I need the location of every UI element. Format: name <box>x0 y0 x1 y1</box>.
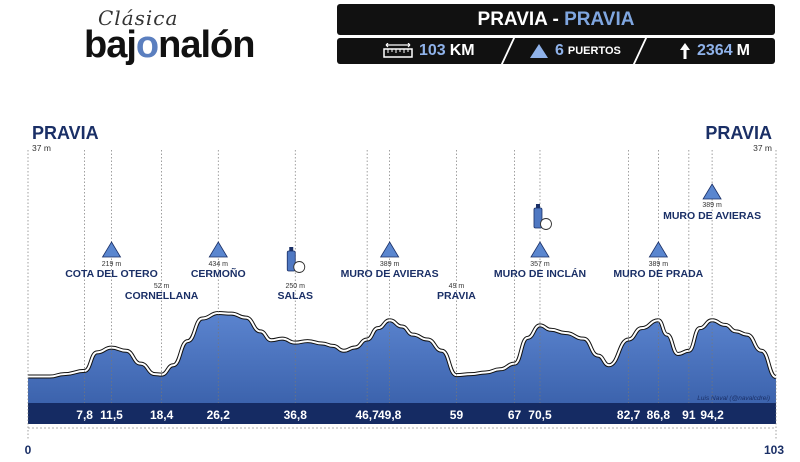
point-elevation: 389 m <box>380 261 400 268</box>
food-apple-icon <box>293 261 306 273</box>
axis-end-label: 103 <box>764 443 784 457</box>
arrow-up-icon <box>680 43 690 59</box>
profile-area <box>28 313 776 403</box>
km-tick-label: 18,4 <box>150 408 174 422</box>
elevation-unit: M <box>736 42 750 59</box>
climb-marker-icon <box>648 241 669 258</box>
credit-text: Luis Naval (@navalcdrei) <box>697 395 770 402</box>
point-elevation: 357 m <box>530 261 550 268</box>
climb-marker-icon <box>530 241 550 258</box>
climb-marker-icon <box>101 241 122 258</box>
point-elevation: 52 m <box>154 283 170 290</box>
point-elevation: 434 m <box>209 261 229 268</box>
km-tick-label: 36,8 <box>284 408 308 422</box>
profile-line <box>28 311 777 379</box>
distance-value: 103 <box>419 42 446 59</box>
food-apple-icon <box>540 218 552 230</box>
point-elevation: 250 m <box>286 283 306 290</box>
km-tick-label: 11,5 <box>100 408 123 422</box>
route-end: PRAVIA <box>564 9 635 30</box>
point-elevation: 389 m <box>649 261 669 268</box>
mountain-icon <box>530 44 548 58</box>
bottle-cap-icon <box>289 247 294 251</box>
route-header: PRAVIA - PRAVIA <box>337 4 775 35</box>
finish-name: PRAVIA <box>705 123 772 143</box>
point-elevation: 49 m <box>449 283 465 290</box>
point-name: PRAVIA <box>437 290 476 302</box>
route-start: PRAVIA <box>477 9 548 30</box>
logo-wordmark: bajonalón <box>84 24 255 67</box>
point-name: COTA DEL OTERO <box>65 268 158 280</box>
start-elevation: 37 m <box>32 143 51 153</box>
point-name: MURO DE AVIERAS <box>663 210 761 222</box>
elevation-stat: 2364 M <box>679 38 750 64</box>
bottle-cap-icon <box>535 204 540 208</box>
point-name: CERMOÑO <box>191 267 246 280</box>
logo-part-3: nalón <box>158 24 255 66</box>
start-name: PRAVIA <box>32 123 99 143</box>
point-name: CORNELLANA <box>125 290 199 302</box>
distance-unit: KM <box>449 42 475 59</box>
climb-marker-icon <box>379 241 400 258</box>
point-name: SALAS <box>277 290 313 302</box>
race-logo: Clásica bajonalón <box>84 6 274 68</box>
point-elevation: 389 m <box>702 202 722 209</box>
point-name: MURO DE INCLÁN <box>494 267 586 280</box>
climbs-stat: 6 PUERTOS <box>529 38 621 64</box>
finish-elevation: 37 m <box>753 143 772 153</box>
logo-part-2: o <box>135 24 159 66</box>
ruler-icon <box>383 43 413 58</box>
km-tick-label: 70,5 <box>528 408 552 422</box>
logo-part-1: baj <box>84 24 137 66</box>
km-tick-label: 26,2 <box>207 408 231 422</box>
km-tick-label: 82,7 <box>617 408 641 422</box>
km-axis-bar <box>28 403 776 424</box>
km-tick-label: 49,8 <box>378 408 402 422</box>
axis-start-label: 0 <box>25 443 32 457</box>
km-tick-label: 94,2 <box>700 408 724 422</box>
stats-bar: 103 KM 6 PUERTOS 2364 M <box>337 38 775 64</box>
route-separator: - <box>547 9 565 30</box>
point-elevation: 219 m <box>102 261 122 268</box>
km-tick-label: 46,7 <box>355 408 379 422</box>
km-tick-label: 67 <box>508 408 522 422</box>
route-title: PRAVIA - PRAVIA <box>337 9 775 31</box>
climbs-value: 6 <box>555 42 564 59</box>
distance-stat: 103 KM <box>383 38 475 64</box>
logo-script-text: Clásica <box>98 6 179 30</box>
elevation-value: 2364 <box>697 42 733 59</box>
climb-marker-icon <box>702 183 722 200</box>
climbs-unit: PUERTOS <box>567 45 621 57</box>
climb-marker-icon <box>208 241 228 258</box>
km-tick-label: 7,8 <box>76 408 93 422</box>
km-tick-label: 86,8 <box>647 408 671 422</box>
km-tick-label: 59 <box>450 408 464 422</box>
point-name: MURO DE AVIERAS <box>341 268 439 280</box>
point-name: MURO DE PRADA <box>613 268 703 280</box>
km-tick-label: 91 <box>682 408 696 422</box>
